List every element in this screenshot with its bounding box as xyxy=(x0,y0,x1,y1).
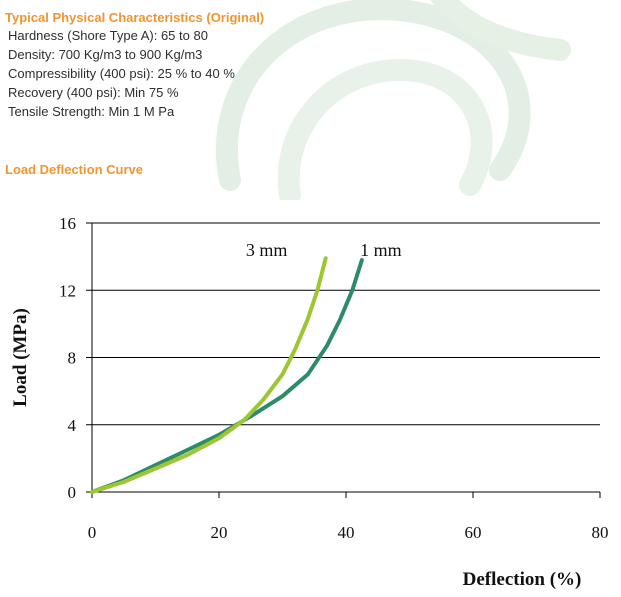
x-tick-label: 60 xyxy=(465,523,482,542)
x-tick-label: 80 xyxy=(592,523,609,542)
spec-density: Density: 700 Kg/m3 to 900 Kg/m3 xyxy=(8,47,203,62)
series-annotation-1mm: 1 mm xyxy=(360,240,402,260)
spec-compressibility: Compressibility (400 psi): 25 % to 40 % xyxy=(8,66,235,81)
load-deflection-chart: 0 4 8 12 16 0 20 40 60 80 Load (MPa) Deflection (%)… xyxy=(10,214,609,590)
series-annotation-3mm: 3 mm xyxy=(246,240,288,260)
y-tick-label: 8 xyxy=(68,349,77,368)
series-line-1mm xyxy=(90,258,364,494)
load-deflection-heading: Load Deflection Curve xyxy=(5,162,143,177)
x-tick-label: 0 xyxy=(88,523,97,542)
y-axis-label: Load (MPa) xyxy=(10,308,31,407)
y-tick-label: 12 xyxy=(59,281,76,300)
y-tick-label: 0 xyxy=(68,483,77,502)
watermark-swirl-icon xyxy=(215,0,571,200)
x-axis-label: Deflection (%) xyxy=(463,569,582,590)
characteristics-heading: Typical Physical Characteristics (Origin… xyxy=(5,10,265,25)
spec-recovery: Recovery (400 psi): Min 75 % xyxy=(8,85,179,100)
y-tick-label: 4 xyxy=(68,416,77,435)
spec-hardness: Hardness (Shore Type A): 65 to 80 xyxy=(8,28,208,43)
series-line-3mm xyxy=(90,256,328,494)
y-tick-label: 16 xyxy=(59,214,76,233)
physical-characteristics: Typical Physical Characteristics (Origin… xyxy=(5,9,264,121)
characteristics-list: Hardness (Shore Type A): 65 to 80 Densit… xyxy=(5,26,264,121)
x-tick-label: 40 xyxy=(338,523,355,542)
x-tick-label: 20 xyxy=(211,523,228,542)
watermark-logo xyxy=(215,0,571,200)
spec-tensile-strength: Tensile Strength: Min 1 M Pa xyxy=(8,104,175,119)
